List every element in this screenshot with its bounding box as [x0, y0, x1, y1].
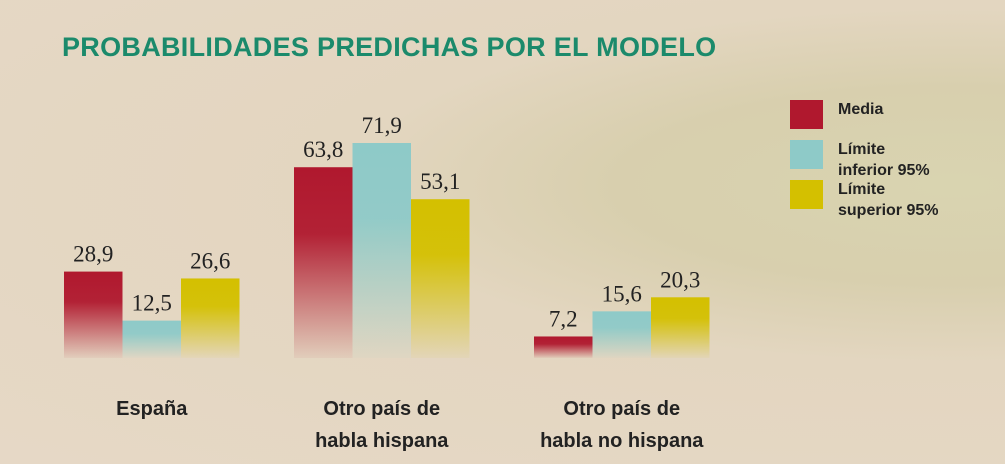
- legend-swatch: [790, 180, 823, 209]
- x-tick-label: Otro país de habla no hispana: [540, 398, 704, 452]
- x-tick-label: Otro país de habla hispana: [315, 398, 449, 452]
- legend-label: Media: [838, 101, 884, 118]
- legend-label: Límite inferior 95%: [838, 141, 930, 179]
- bar: [352, 143, 411, 358]
- data-label: 63,8: [303, 137, 343, 162]
- legend-swatch: [790, 100, 823, 129]
- legend-swatch: [790, 140, 823, 169]
- bar: [534, 336, 593, 358]
- bar: [651, 297, 710, 358]
- data-label: 7,2: [549, 306, 578, 331]
- bar: [411, 199, 470, 358]
- legend-label: Límite superior 95%: [838, 181, 939, 219]
- bar: [122, 320, 181, 358]
- bar: [181, 278, 240, 358]
- data-label: 12,5: [132, 291, 172, 316]
- data-label: 26,6: [190, 248, 230, 273]
- data-label: 15,6: [602, 281, 642, 306]
- chart-title: PROBABILIDADES PREDICHAS POR EL MODELO: [62, 32, 717, 62]
- data-label: 53,1: [420, 169, 460, 194]
- data-label: 28,9: [73, 242, 113, 267]
- data-label: 71,9: [362, 113, 402, 138]
- x-tick-label: España: [116, 398, 188, 420]
- bar: [592, 311, 651, 358]
- bar: [294, 167, 353, 358]
- data-label: 20,3: [660, 267, 700, 292]
- bar: [64, 271, 123, 358]
